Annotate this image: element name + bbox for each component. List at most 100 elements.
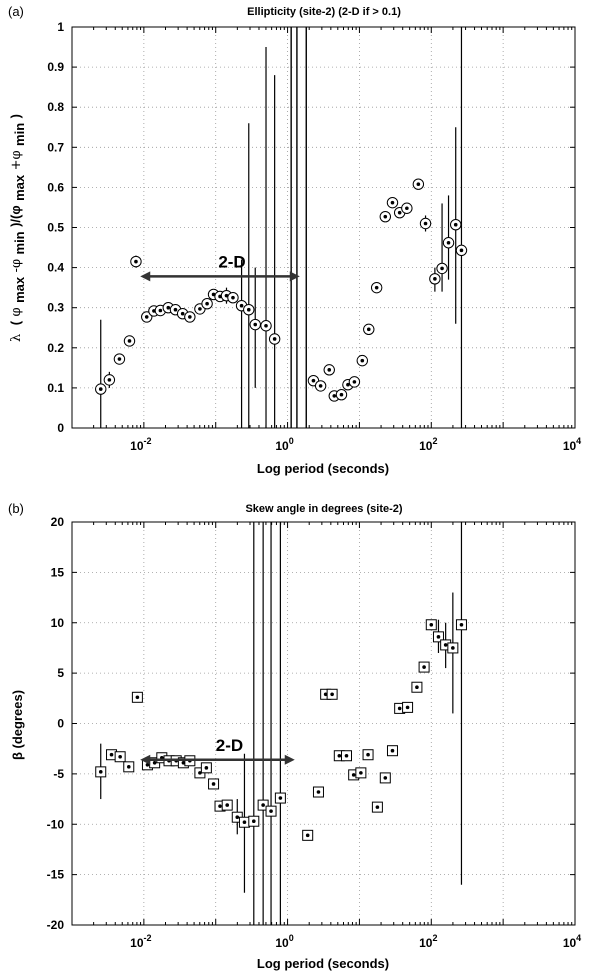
data-point-center bbox=[242, 820, 247, 825]
y-tick-label: 0.2 bbox=[47, 341, 64, 355]
data-point-center bbox=[375, 805, 380, 809]
chart-a-marks: 2-D bbox=[95, 27, 468, 428]
x-tick-label: 100 bbox=[275, 436, 293, 453]
chart-a-ylabel: λ ( φ max -φ min )/(φ max +φ min ) bbox=[7, 114, 28, 342]
chart-a-title: Ellipticity (site-2) (2-D if > 0.1) bbox=[247, 6, 401, 18]
y-tick-label: -15 bbox=[47, 868, 65, 882]
data-point-center bbox=[397, 706, 402, 711]
data-point-center bbox=[366, 327, 371, 332]
data-point-center bbox=[359, 771, 363, 775]
chart-b-ylabel: β (degrees) bbox=[10, 690, 25, 760]
y-tick-label: 20 bbox=[51, 515, 65, 529]
panel-a-ellipticity-chart: (a) Ellipticity (site-2) (2-D if > 0.1) … bbox=[7, 4, 581, 476]
data-point-center bbox=[158, 308, 163, 313]
data-point-center bbox=[374, 285, 379, 290]
chart-a-ylabel-min2: min bbox=[12, 123, 27, 146]
panel-b-label: (b) bbox=[8, 501, 24, 516]
data-point-center bbox=[98, 770, 103, 774]
annotation-label: 2-D bbox=[218, 252, 245, 271]
data-point-center bbox=[327, 368, 332, 372]
data-point-center bbox=[181, 760, 186, 765]
chart-b-title: Skew angle in degrees (site-2) bbox=[245, 503, 402, 515]
chart-a-ylabel-phi1: φ bbox=[9, 307, 24, 316]
data-point-center bbox=[264, 323, 268, 328]
axes-frame bbox=[71, 521, 576, 926]
data-point-center bbox=[272, 337, 277, 341]
data-point-center bbox=[180, 311, 185, 316]
chart-b-axes: -20 -15 -10 -5 0 5 10 15 20 10-2 100 102 104 bbox=[47, 515, 582, 950]
y-tick-label: 0.9 bbox=[47, 60, 64, 74]
y-tick-label: 0.1 bbox=[47, 381, 64, 395]
data-point-center bbox=[416, 182, 421, 186]
data-point-center bbox=[318, 384, 323, 388]
y-tick-label: 0.6 bbox=[47, 180, 64, 194]
x-tick-label: 102 bbox=[419, 933, 437, 950]
chart-a-ylabel-max2: max bbox=[12, 174, 27, 201]
chart-a-ylabel-mid: -φ bbox=[9, 259, 24, 273]
data-point-center bbox=[117, 357, 122, 361]
data-point-center bbox=[316, 790, 321, 794]
data-point-center bbox=[231, 295, 235, 300]
data-point-center bbox=[127, 339, 132, 343]
chart-b-grid bbox=[72, 522, 575, 925]
y-tick-label: 0.5 bbox=[47, 221, 64, 235]
chart-a-ylabel-mid2: )/(φ bbox=[8, 205, 23, 227]
data-point-center bbox=[429, 622, 434, 627]
chart-a-grid bbox=[72, 27, 575, 428]
y-tick-label: 0.4 bbox=[47, 261, 64, 275]
data-point-center bbox=[144, 315, 149, 319]
y-tick-label: 0 bbox=[57, 421, 64, 435]
data-point-center bbox=[436, 635, 441, 639]
data-point-center bbox=[344, 753, 349, 758]
data-point-center bbox=[135, 695, 140, 700]
x-tick-label: 104 bbox=[563, 933, 581, 950]
data-point-center bbox=[239, 303, 244, 308]
data-point-center bbox=[366, 752, 370, 757]
annotation-label: 2-D bbox=[216, 736, 243, 755]
data-point-center bbox=[305, 833, 310, 838]
data-point-center bbox=[152, 760, 157, 765]
data-point-center bbox=[459, 622, 464, 627]
data-point-center bbox=[269, 809, 273, 813]
x-tick-label: 100 bbox=[275, 933, 293, 950]
chart-a-ylabel-min1: min bbox=[12, 231, 27, 254]
data-point-center bbox=[440, 266, 444, 271]
data-point-center bbox=[198, 307, 202, 311]
chart-a-ylabel-plus: +φ bbox=[9, 150, 24, 170]
data-point-center bbox=[443, 643, 448, 647]
data-point-center bbox=[98, 387, 103, 391]
data-point-center bbox=[246, 307, 251, 312]
data-point-center bbox=[126, 765, 131, 769]
y-tick-label: 1 bbox=[57, 20, 64, 34]
panel-a-label: (a) bbox=[8, 4, 24, 19]
data-point-center bbox=[405, 705, 410, 710]
y-tick-label: 5 bbox=[57, 666, 64, 680]
svg-text:λ ( φ: λ ( φ max -φ min )/(φ max +φ min ) bbox=[7, 114, 28, 342]
data-point-center bbox=[339, 392, 344, 397]
data-point-center bbox=[451, 646, 455, 650]
data-point-center bbox=[311, 378, 316, 383]
data-point-center bbox=[251, 819, 256, 824]
data-point-center bbox=[453, 222, 458, 227]
annotation-arrow-head-left bbox=[140, 754, 151, 765]
x-tick-label: 104 bbox=[563, 436, 581, 453]
data-point-center bbox=[405, 206, 409, 211]
data-point-center bbox=[225, 803, 230, 807]
data-point-center bbox=[218, 804, 222, 808]
y-tick-label: 0.8 bbox=[47, 100, 64, 114]
chart-a-ylabel-close: ) bbox=[8, 114, 23, 118]
chart-a-xlabel: Log period (seconds) bbox=[257, 461, 389, 476]
chart-b-xlabel: Log period (seconds) bbox=[257, 956, 389, 971]
data-point-center bbox=[107, 378, 112, 382]
panel-b-skew-chart: (b) Skew angle in degrees (site-2) 2-D -… bbox=[8, 501, 581, 971]
data-point-center bbox=[188, 315, 192, 319]
data-point-center bbox=[383, 776, 388, 780]
y-tick-label: 0.7 bbox=[47, 140, 64, 154]
data-point-center bbox=[383, 214, 388, 219]
y-tick-label: 10 bbox=[51, 616, 65, 630]
data-point-center bbox=[330, 692, 334, 697]
annotation-arrow-head-left bbox=[140, 271, 151, 282]
data-point-center bbox=[109, 752, 114, 757]
data-point-center bbox=[204, 766, 209, 770]
